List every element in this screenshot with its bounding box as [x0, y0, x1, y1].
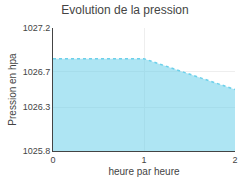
svg-text:Pression en hpa: Pression en hpa [7, 53, 18, 126]
svg-text:2: 2 [232, 155, 237, 165]
svg-text:heure par heure: heure par heure [108, 166, 180, 177]
svg-text:1: 1 [141, 155, 146, 165]
svg-text:1027.2: 1027.2 [23, 23, 51, 33]
svg-text:1025.8: 1025.8 [23, 146, 51, 156]
svg-text:0: 0 [50, 155, 55, 165]
svg-text:1026.3: 1026.3 [23, 102, 51, 112]
svg-text:Evolution de la pression: Evolution de la pression [61, 3, 188, 17]
svg-text:1026.7: 1026.7 [23, 67, 51, 77]
